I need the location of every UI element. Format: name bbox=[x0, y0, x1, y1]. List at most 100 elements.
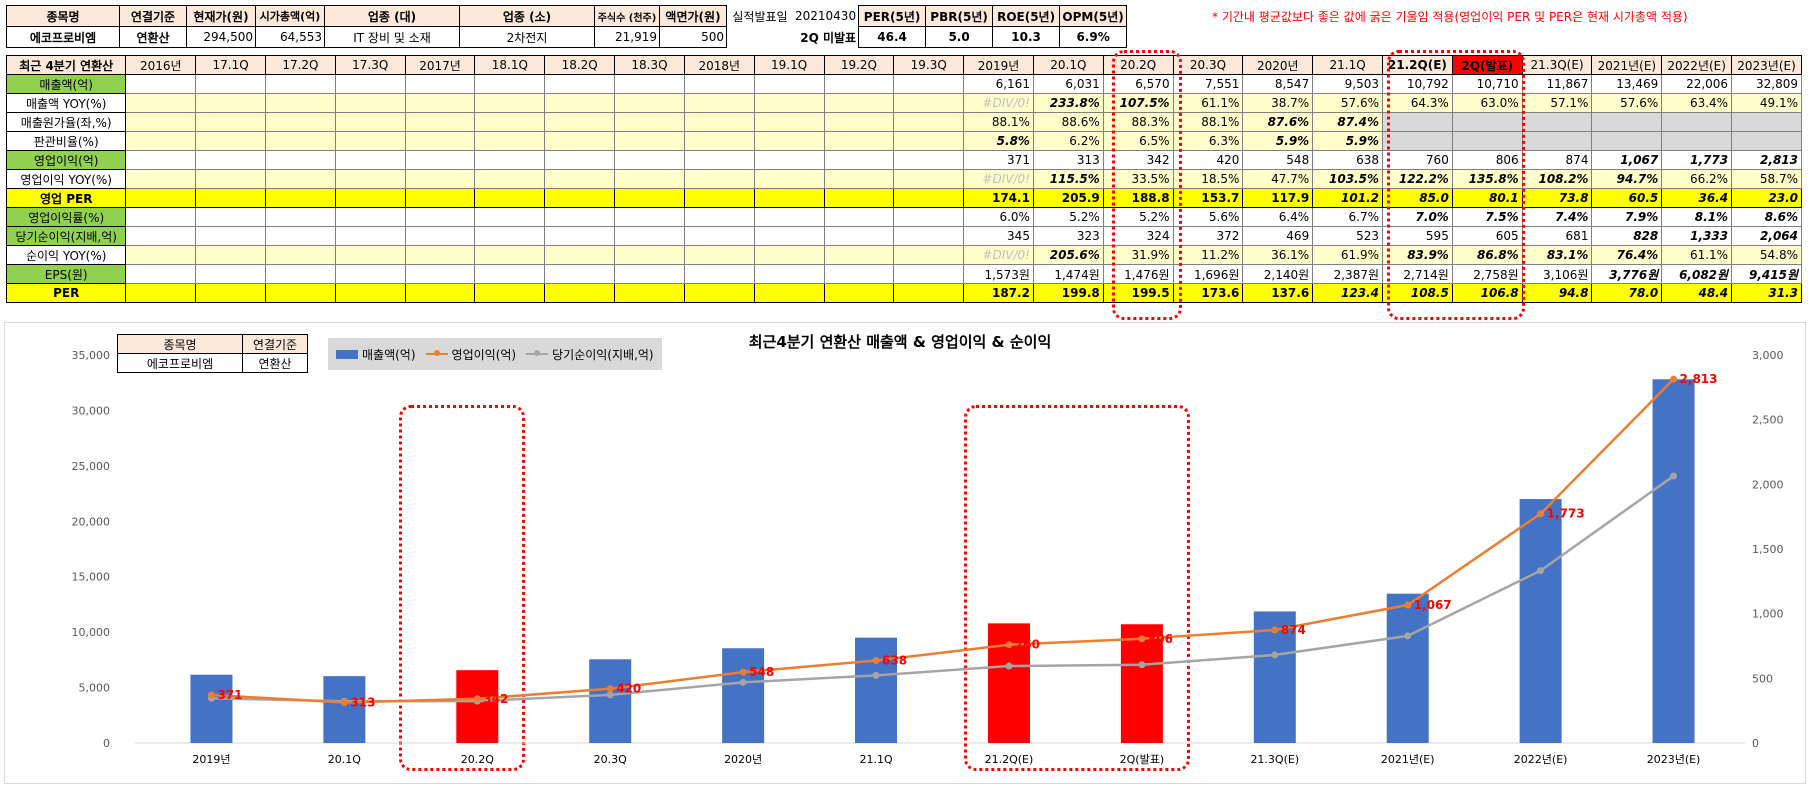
op-income-point bbox=[739, 668, 747, 676]
table-cell: 108.5 bbox=[1382, 283, 1453, 303]
net-income-point bbox=[1005, 662, 1013, 670]
column-header: 19.3Q bbox=[893, 55, 965, 75]
table-row: 당기순이익(지배,억) 345 323 324 372 469 523 595 605 681 82… bbox=[5, 226, 1802, 246]
info-header: 종목명 bbox=[6, 5, 120, 27]
table-cell: 38.7% bbox=[1242, 93, 1314, 113]
table-cell: 174.1 bbox=[963, 188, 1034, 208]
table-cell bbox=[893, 188, 965, 208]
y-left-tick-label: 30,000 bbox=[72, 404, 111, 417]
table-cell: 3,106원 bbox=[1521, 264, 1593, 284]
table-cell: 66.2% bbox=[1661, 169, 1733, 189]
table-cell: 107.5% bbox=[1102, 93, 1174, 113]
x-tick-label: 2023년(E) bbox=[1647, 753, 1701, 766]
chart-title: 최근4분기 연환산 매출액 & 영업이익 & 순이익 bbox=[748, 333, 1052, 351]
table-cell: 87.4% bbox=[1312, 112, 1384, 132]
table-cell: 85.0 bbox=[1382, 188, 1453, 208]
table-cell: 78.0 bbox=[1591, 283, 1663, 303]
par-value: 500 bbox=[659, 26, 727, 48]
table-cell bbox=[404, 283, 476, 303]
op-income-data-label: 638 bbox=[882, 653, 907, 667]
column-header: 19.1Q bbox=[753, 55, 825, 75]
row-label: 영업이익 YOY(%) bbox=[5, 169, 127, 189]
table-cell bbox=[753, 283, 825, 303]
table-cell: 188.8 bbox=[1102, 188, 1174, 208]
table-cell bbox=[334, 131, 406, 151]
table-cell: 10,710 bbox=[1451, 74, 1523, 94]
net-income-point bbox=[872, 671, 880, 679]
info-header: 연결기준 bbox=[119, 5, 187, 27]
op-income-point bbox=[1404, 601, 1412, 609]
table-cell: 88.1% bbox=[963, 112, 1034, 132]
table-cell bbox=[195, 245, 267, 265]
table-cell: 205.6% bbox=[1032, 245, 1104, 265]
table-cell: 115.5% bbox=[1032, 169, 1104, 189]
table-cell bbox=[893, 169, 965, 189]
op-income-point bbox=[473, 695, 481, 703]
op-income-data-label: 806 bbox=[1148, 632, 1173, 646]
op-income-data-label: 420 bbox=[616, 682, 641, 696]
table-cell: 94.8 bbox=[1521, 283, 1593, 303]
ratio-value: 46.4 bbox=[858, 26, 927, 48]
table-cell: 123.4 bbox=[1312, 283, 1384, 303]
table-cell: 94.7% bbox=[1591, 169, 1663, 189]
y-right-tick-label: 2,000 bbox=[1752, 478, 1784, 491]
column-header: 19.2Q bbox=[823, 55, 895, 75]
table-cell: 83.1% bbox=[1521, 245, 1593, 265]
table-cell: 5.2% bbox=[1102, 207, 1174, 227]
table-cell bbox=[544, 283, 616, 303]
table-cell bbox=[753, 169, 825, 189]
table-corner: 최근 4분기 연환산 bbox=[5, 55, 127, 75]
op-income-point bbox=[606, 685, 614, 693]
table-cell bbox=[614, 188, 685, 208]
table-cell bbox=[334, 245, 406, 265]
table-cell: 806 bbox=[1451, 150, 1523, 170]
table-row: EPS(원) 1,573원 1,474원 1,476원 1,696원 2,140원 2,38… bbox=[5, 264, 1802, 284]
bar-revenue bbox=[1652, 379, 1695, 743]
bar-revenue bbox=[190, 674, 233, 743]
x-tick-label: 2020년 bbox=[724, 753, 762, 766]
op-income-point bbox=[1138, 635, 1146, 643]
table-cell bbox=[893, 245, 965, 265]
table-cell bbox=[474, 169, 546, 189]
table-cell: 187.2 bbox=[963, 283, 1034, 303]
y-right-tick-label: 2,500 bbox=[1752, 414, 1784, 427]
bar-revenue bbox=[722, 648, 765, 743]
table-cell: 6,082원 bbox=[1661, 264, 1733, 284]
legend-label: 당기순이익(지배,억) bbox=[552, 347, 654, 362]
legend-label: 영업이익(억) bbox=[451, 347, 517, 362]
y-right-tick-label: 3,000 bbox=[1752, 349, 1784, 362]
table-cell: 32,809 bbox=[1731, 74, 1802, 94]
table-cell: 63.0% bbox=[1451, 93, 1523, 113]
stock-info-table: 종목명 연결기준 현재가(원) 시가총액(억) 업종 (대) 업종 (소) 주식… bbox=[6, 5, 1128, 48]
table-cell: 153.7 bbox=[1172, 188, 1244, 208]
table-cell bbox=[1521, 131, 1593, 151]
table-cell bbox=[753, 112, 825, 132]
chart-frame bbox=[4, 322, 1806, 784]
table-cell bbox=[265, 169, 336, 189]
table-cell bbox=[823, 283, 895, 303]
x-tick-label: 21.1Q bbox=[859, 753, 892, 766]
ratio-header: ROE(5년) bbox=[992, 5, 1061, 27]
mini-company: 에코프로비엠 bbox=[117, 353, 243, 373]
ratio-header: PER(5년) bbox=[858, 5, 927, 27]
bar-revenue bbox=[589, 659, 632, 743]
table-cell bbox=[474, 245, 546, 265]
table-cell: 173.6 bbox=[1172, 283, 1244, 303]
table-cell bbox=[404, 112, 476, 132]
x-tick-label: 20.1Q bbox=[328, 753, 361, 766]
table-cell bbox=[683, 93, 755, 113]
info-header: 현재가(원) bbox=[186, 5, 256, 27]
sector-small-value: 2차전지 bbox=[459, 26, 595, 48]
note-text: * 기간내 평균값보다 좋은 값에 굵은 기울임 적용(영업이익 PER 및 P… bbox=[1212, 10, 1688, 24]
op-income-data-label: 371 bbox=[217, 688, 242, 702]
table-cell: 117.9 bbox=[1242, 188, 1314, 208]
table-cell: 548 bbox=[1242, 150, 1314, 170]
table-cell: 106.8 bbox=[1451, 283, 1523, 303]
chart-info-table: 종목명 연결기준 에코프로비엠 연환산 bbox=[117, 334, 308, 373]
table-cell bbox=[823, 188, 895, 208]
table-row: 영업이익(억) 371 313 342 420 548 638 760 806 874 1,067 1… bbox=[5, 150, 1802, 170]
legend-item-net-income: 당기순이익(지배,억) bbox=[526, 346, 654, 363]
ratio-value: 6.9% bbox=[1059, 26, 1128, 48]
table-cell bbox=[893, 283, 965, 303]
op-income-line bbox=[211, 378, 1675, 704]
